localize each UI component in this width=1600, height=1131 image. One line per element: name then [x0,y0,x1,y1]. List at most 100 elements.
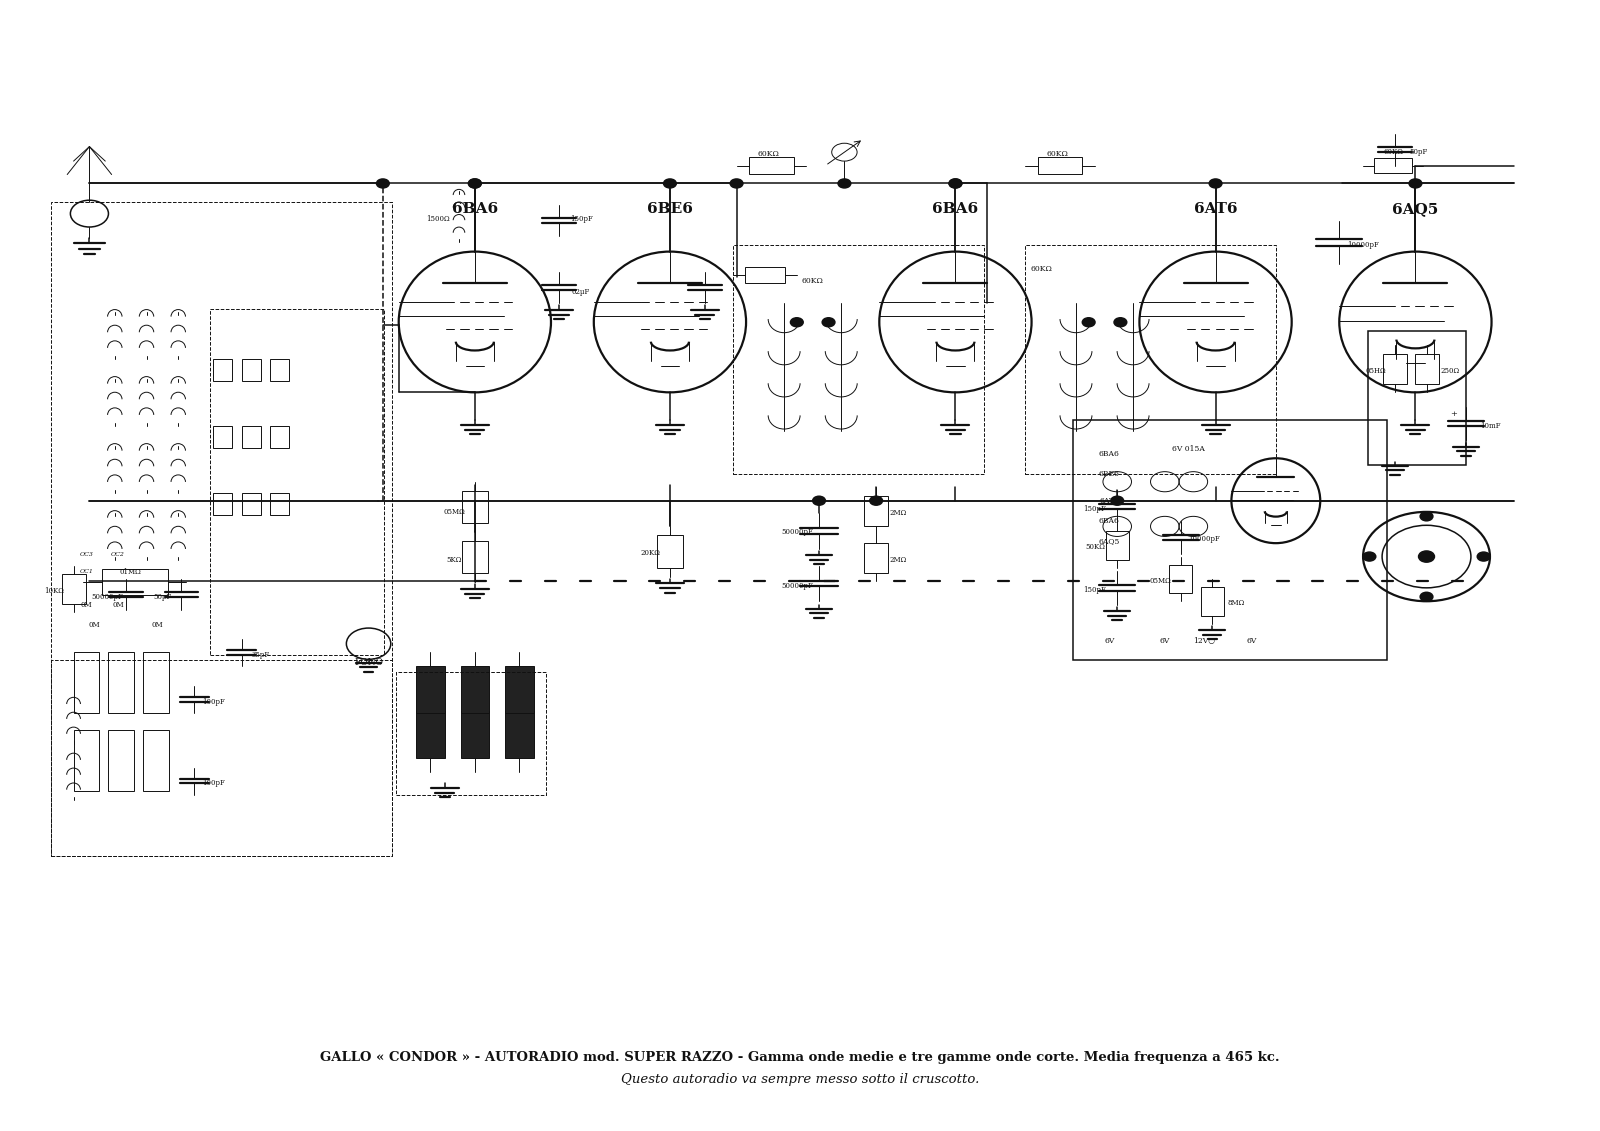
Bar [506,710,533,758]
Text: 01MΩ: 01MΩ [120,568,141,576]
Text: 60KΩ: 60KΩ [757,150,779,158]
Circle shape [838,179,851,188]
Circle shape [1363,552,1376,561]
Text: 6V: 6V [1246,638,1258,646]
Bar [1106,532,1128,560]
Circle shape [1082,318,1094,327]
Text: 50pF: 50pF [1410,148,1427,156]
Text: OC3: OC3 [80,552,93,556]
Bar [462,491,488,523]
Bar [395,672,546,794]
Text: 60KΩ: 60KΩ [802,277,824,285]
Bar [658,535,683,568]
Bar [213,426,232,448]
Bar [1202,587,1224,615]
Bar [270,359,290,381]
Bar [51,202,392,856]
Circle shape [1421,512,1434,520]
Circle shape [1110,497,1123,506]
Circle shape [870,497,883,506]
Text: 150pF: 150pF [1083,586,1106,594]
Bar [242,426,261,448]
Text: 6BE6: 6BE6 [1099,469,1120,478]
Text: 6BA6: 6BA6 [933,202,979,216]
Text: 50000pF: 50000pF [781,581,813,589]
Text: FONO: FONO [354,658,382,667]
Circle shape [664,179,677,188]
Text: 50pF: 50pF [154,593,171,601]
Text: 05HΩ: 05HΩ [1365,368,1386,375]
Text: 20KΩ: 20KΩ [642,550,661,558]
Bar [74,729,99,792]
Bar [461,710,490,758]
Bar [109,729,134,792]
Text: 6BA6: 6BA6 [1099,450,1120,458]
Text: 150pF: 150pF [570,215,592,223]
Text: 60KΩ: 60KΩ [1046,150,1067,158]
Circle shape [1421,593,1434,602]
Bar [210,309,384,655]
Circle shape [822,318,835,327]
Text: 10mF: 10mF [1480,422,1501,430]
Bar [1368,331,1466,465]
Text: 6AQ5: 6AQ5 [1392,202,1438,216]
Bar [1382,354,1406,383]
Text: 6AT6: 6AT6 [1099,497,1120,504]
Bar [144,651,168,713]
Text: OC2: OC2 [110,552,125,556]
Bar [416,710,445,758]
Bar [242,493,261,516]
Text: 6AQ5: 6AQ5 [1099,537,1120,545]
Bar [864,495,888,526]
Bar [1170,564,1192,593]
Text: 10000pF: 10000pF [1347,241,1379,249]
Circle shape [1477,552,1490,561]
Bar [213,359,232,381]
Text: 5KΩ: 5KΩ [446,556,462,564]
Text: 2MΩ: 2MΩ [890,509,907,517]
Circle shape [730,179,742,188]
Text: 6BA6: 6BA6 [1099,517,1120,525]
Text: 6AT6: 6AT6 [1194,202,1237,216]
Text: 0M: 0M [88,621,99,629]
Circle shape [1410,179,1422,188]
Text: OC1: OC1 [80,569,93,573]
Circle shape [469,179,482,188]
Bar [416,666,445,713]
Bar [242,359,261,381]
Text: 100pF: 100pF [202,698,224,706]
Bar [746,267,786,283]
Bar [51,661,392,856]
Text: 12V○: 12V○ [1194,638,1216,646]
Text: 0M: 0M [152,621,163,629]
Text: 6V: 6V [1160,638,1170,646]
Circle shape [1419,551,1435,562]
Circle shape [949,179,962,188]
Bar [109,651,134,713]
Text: 150pF: 150pF [1083,504,1106,512]
Bar [144,729,168,792]
Text: 250Ω: 250Ω [1440,368,1459,375]
Bar [864,543,888,572]
Text: 1500Ω: 1500Ω [427,215,450,223]
Bar [506,666,533,713]
Bar [1414,354,1438,383]
Bar [462,541,488,573]
Bar [1026,245,1275,474]
Text: 60KΩ: 60KΩ [1030,266,1053,274]
Circle shape [790,318,803,327]
Text: Questo autoradio va sempre messo sotto il cruscotto.: Questo autoradio va sempre messo sotto i… [621,1073,979,1086]
Bar [213,493,232,516]
Text: 50000pF: 50000pF [91,593,123,601]
Bar [1074,421,1387,661]
Text: 0M: 0M [112,601,123,608]
Bar [1374,158,1413,173]
Text: 0M: 0M [80,601,93,608]
Circle shape [1210,179,1222,188]
Bar [102,569,168,595]
Text: 02µF: 02µF [571,287,590,296]
Circle shape [949,179,962,188]
Bar [270,426,290,448]
Text: 6BA6: 6BA6 [451,202,498,216]
Text: 6V 015A: 6V 015A [1173,446,1205,454]
